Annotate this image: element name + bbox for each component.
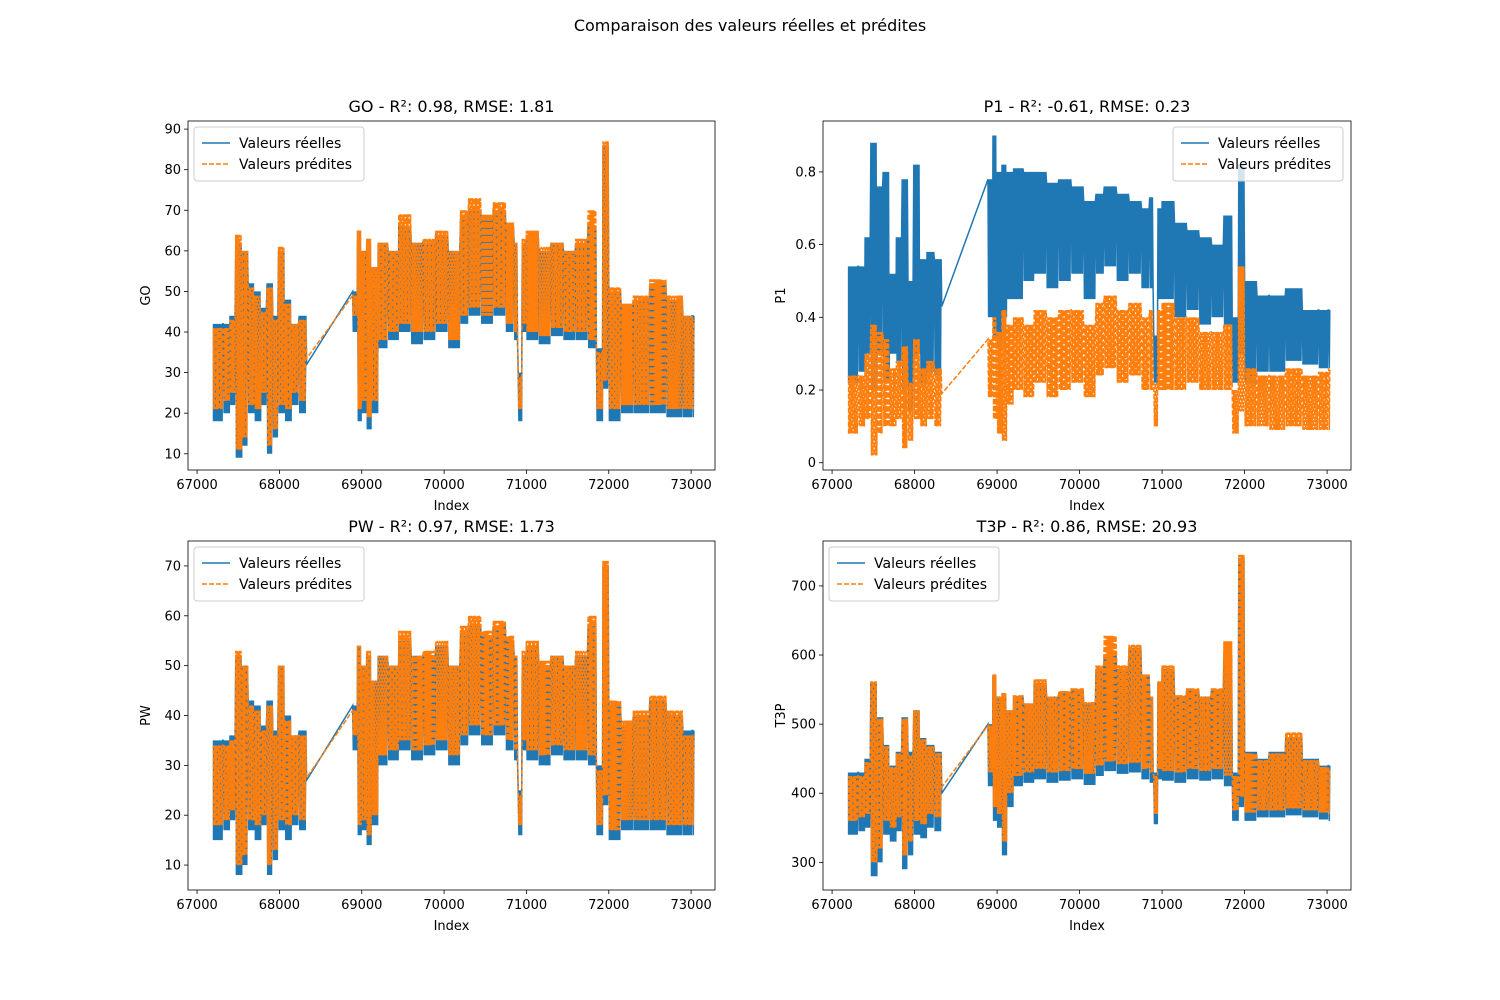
legend-label: Valeurs réelles bbox=[239, 556, 341, 572]
axes-frame bbox=[187, 120, 716, 471]
y-tick-label: 60 bbox=[164, 244, 181, 259]
legend-label: Valeurs prédites bbox=[239, 577, 352, 593]
x-tick-label: 72000 bbox=[1224, 478, 1265, 493]
legend-label: Valeurs réelles bbox=[239, 136, 341, 152]
y-axis-label: PW bbox=[139, 705, 154, 726]
x-tick-label: 72000 bbox=[588, 898, 629, 913]
y-tick-label: 600 bbox=[791, 649, 816, 664]
x-tick-label: 67000 bbox=[176, 478, 217, 493]
series-predicted-line bbox=[212, 560, 695, 866]
y-tick-label: 0.4 bbox=[795, 311, 816, 326]
legend: Valeurs réelles Valeurs prédites bbox=[193, 546, 365, 602]
x-axis-label: Index bbox=[434, 919, 470, 934]
y-tick-label: 0 bbox=[808, 456, 816, 471]
y-tick-label: 50 bbox=[164, 285, 181, 300]
y-tick-label: 50 bbox=[164, 659, 181, 674]
x-tick-label: 69000 bbox=[976, 898, 1017, 913]
x-tick-label: 70000 bbox=[1059, 898, 1100, 913]
x-tick-label: 72000 bbox=[588, 478, 629, 493]
x-tick-label: 71000 bbox=[1141, 898, 1182, 913]
x-axis-label: Index bbox=[1069, 499, 1105, 514]
subplot-3: 67000 68000 69000 70000 71000 72000 73000 10 20 3… bbox=[139, 517, 716, 934]
subplot-1: 67000 68000 69000 70000 71000 72000 73000 10 20 3… bbox=[139, 97, 716, 514]
y-tick-label: 0.6 bbox=[795, 238, 816, 253]
x-tick-label: 67000 bbox=[811, 898, 852, 913]
series-predicted-line bbox=[847, 554, 1331, 863]
series-predicted-line bbox=[212, 141, 695, 450]
y-tick-label: 30 bbox=[164, 366, 181, 381]
y-tick-label: 80 bbox=[164, 163, 181, 178]
legend: Valeurs réelles Valeurs prédites bbox=[1172, 126, 1344, 182]
x-tick-label: 69000 bbox=[976, 478, 1017, 493]
legend-box bbox=[193, 546, 365, 602]
legend-label: Valeurs réelles bbox=[874, 556, 976, 572]
y-tick-label: 30 bbox=[164, 759, 181, 774]
x-tick-label: 67000 bbox=[811, 478, 852, 493]
y-tick-label: 40 bbox=[164, 709, 181, 724]
series-predicted-line bbox=[847, 266, 1331, 456]
x-axis-label: Index bbox=[1069, 919, 1105, 934]
y-tick-label: 20 bbox=[164, 407, 181, 422]
subplot-title: T3P - R²: 0.86, RMSE: 20.93 bbox=[976, 517, 1198, 536]
x-tick-label: 70000 bbox=[423, 898, 464, 913]
legend-label: Valeurs prédites bbox=[874, 577, 987, 593]
legend-box bbox=[828, 546, 1000, 602]
subplot-title: GO - R²: 0.98, RMSE: 1.81 bbox=[348, 97, 554, 116]
legend: Valeurs réelles Valeurs prédites bbox=[193, 126, 365, 182]
y-tick-label: 60 bbox=[164, 609, 181, 624]
y-axis-label: P1 bbox=[774, 287, 789, 303]
y-tick-label: 40 bbox=[164, 326, 181, 341]
x-tick-label: 68000 bbox=[259, 478, 300, 493]
figure-suptitle: Comparaison des valeurs réelles et prédi… bbox=[573, 16, 927, 35]
x-tick-label: 73000 bbox=[1306, 898, 1347, 913]
y-tick-label: 400 bbox=[791, 787, 816, 802]
x-tick-label: 73000 bbox=[1306, 478, 1347, 493]
y-tick-label: 10 bbox=[164, 859, 181, 874]
y-tick-label: 0.2 bbox=[795, 384, 816, 399]
y-tick-label: 90 bbox=[164, 123, 181, 138]
x-tick-label: 71000 bbox=[506, 898, 547, 913]
axes-frame bbox=[822, 540, 1352, 891]
axes-frame bbox=[822, 120, 1352, 471]
subplot-title: PW - R²: 0.97, RMSE: 1.73 bbox=[348, 517, 555, 536]
x-tick-label: 73000 bbox=[670, 478, 711, 493]
y-tick-label: 70 bbox=[164, 204, 181, 219]
subplot-2: 67000 68000 69000 70000 71000 72000 73000 0 0.2 0… bbox=[774, 97, 1352, 514]
x-tick-label: 69000 bbox=[341, 478, 382, 493]
y-tick-label: 20 bbox=[164, 809, 181, 824]
legend-label: Valeurs prédites bbox=[1218, 157, 1331, 173]
y-tick-label: 500 bbox=[791, 718, 816, 733]
x-tick-label: 70000 bbox=[1059, 478, 1100, 493]
y-tick-label: 70 bbox=[164, 559, 181, 574]
x-tick-label: 72000 bbox=[1224, 898, 1265, 913]
x-tick-label: 68000 bbox=[259, 898, 300, 913]
x-axis-label: Index bbox=[434, 499, 470, 514]
x-tick-label: 71000 bbox=[1141, 478, 1182, 493]
y-axis-label: GO bbox=[139, 285, 154, 305]
legend: Valeurs réelles Valeurs prédites bbox=[828, 546, 1000, 602]
x-tick-label: 71000 bbox=[506, 478, 547, 493]
legend-box bbox=[1172, 126, 1344, 182]
legend-label: Valeurs prédites bbox=[239, 157, 352, 173]
x-tick-label: 69000 bbox=[341, 898, 382, 913]
subplot-title: P1 - R²: -0.61, RMSE: 0.23 bbox=[984, 97, 1191, 116]
x-tick-label: 68000 bbox=[894, 478, 935, 493]
legend-label: Valeurs réelles bbox=[1218, 136, 1320, 152]
x-tick-label: 70000 bbox=[423, 478, 464, 493]
x-tick-label: 73000 bbox=[670, 898, 711, 913]
y-axis-label: T3P bbox=[774, 703, 789, 728]
subplot-4: 67000 68000 69000 70000 71000 72000 73000 300 40… bbox=[774, 517, 1352, 934]
y-tick-label: 0.8 bbox=[795, 165, 816, 180]
y-tick-label: 700 bbox=[791, 579, 816, 594]
x-tick-label: 68000 bbox=[894, 898, 935, 913]
series-real-line bbox=[847, 135, 1331, 412]
y-tick-label: 300 bbox=[791, 856, 816, 871]
legend-box bbox=[193, 126, 365, 182]
y-tick-label: 10 bbox=[164, 447, 181, 462]
x-tick-label: 67000 bbox=[176, 898, 217, 913]
